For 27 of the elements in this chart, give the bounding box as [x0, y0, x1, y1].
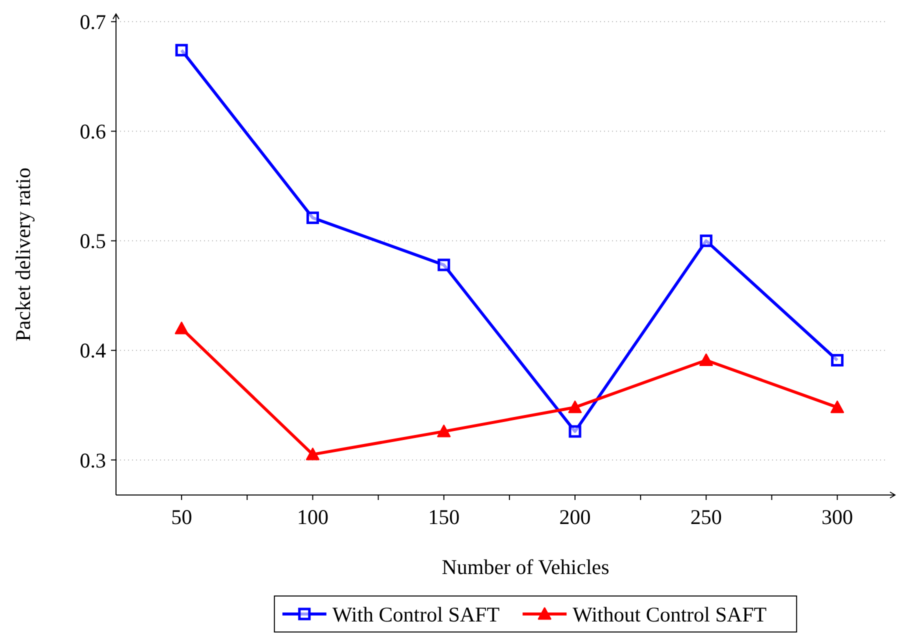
- y-axis-title: Packet delivery ratio: [11, 168, 35, 342]
- point: [831, 354, 844, 366]
- point: [437, 424, 451, 438]
- x-tick-label: 200: [559, 505, 591, 529]
- y-tick-label: 0.4: [80, 338, 106, 363]
- y-tick-label: 0.3: [80, 448, 106, 472]
- point: [830, 400, 844, 414]
- point: [306, 448, 320, 460]
- point: [306, 212, 319, 224]
- point: [175, 44, 188, 56]
- point: [438, 258, 450, 272]
- y-tick-label: 0.5: [80, 229, 106, 254]
- legend-label: Without Control SAFT: [572, 602, 767, 626]
- x-tick-label: 100: [296, 505, 328, 529]
- point: [700, 234, 712, 248]
- x-tick-label: 300: [822, 505, 854, 529]
- x-axis-title: Number of Vehicles: [442, 555, 610, 579]
- legend-label: With Control SAFT: [332, 602, 500, 626]
- x-tick-label: 150: [428, 505, 460, 529]
- y-tick-label: 0.7: [80, 10, 106, 34]
- y-tick-label: 0.6: [80, 120, 106, 144]
- point: [568, 400, 582, 414]
- point: [174, 322, 188, 334]
- point: [699, 353, 713, 366]
- x-tick-label: 250: [690, 505, 722, 529]
- point: [568, 425, 582, 438]
- x-tick-label: 50: [171, 505, 192, 529]
